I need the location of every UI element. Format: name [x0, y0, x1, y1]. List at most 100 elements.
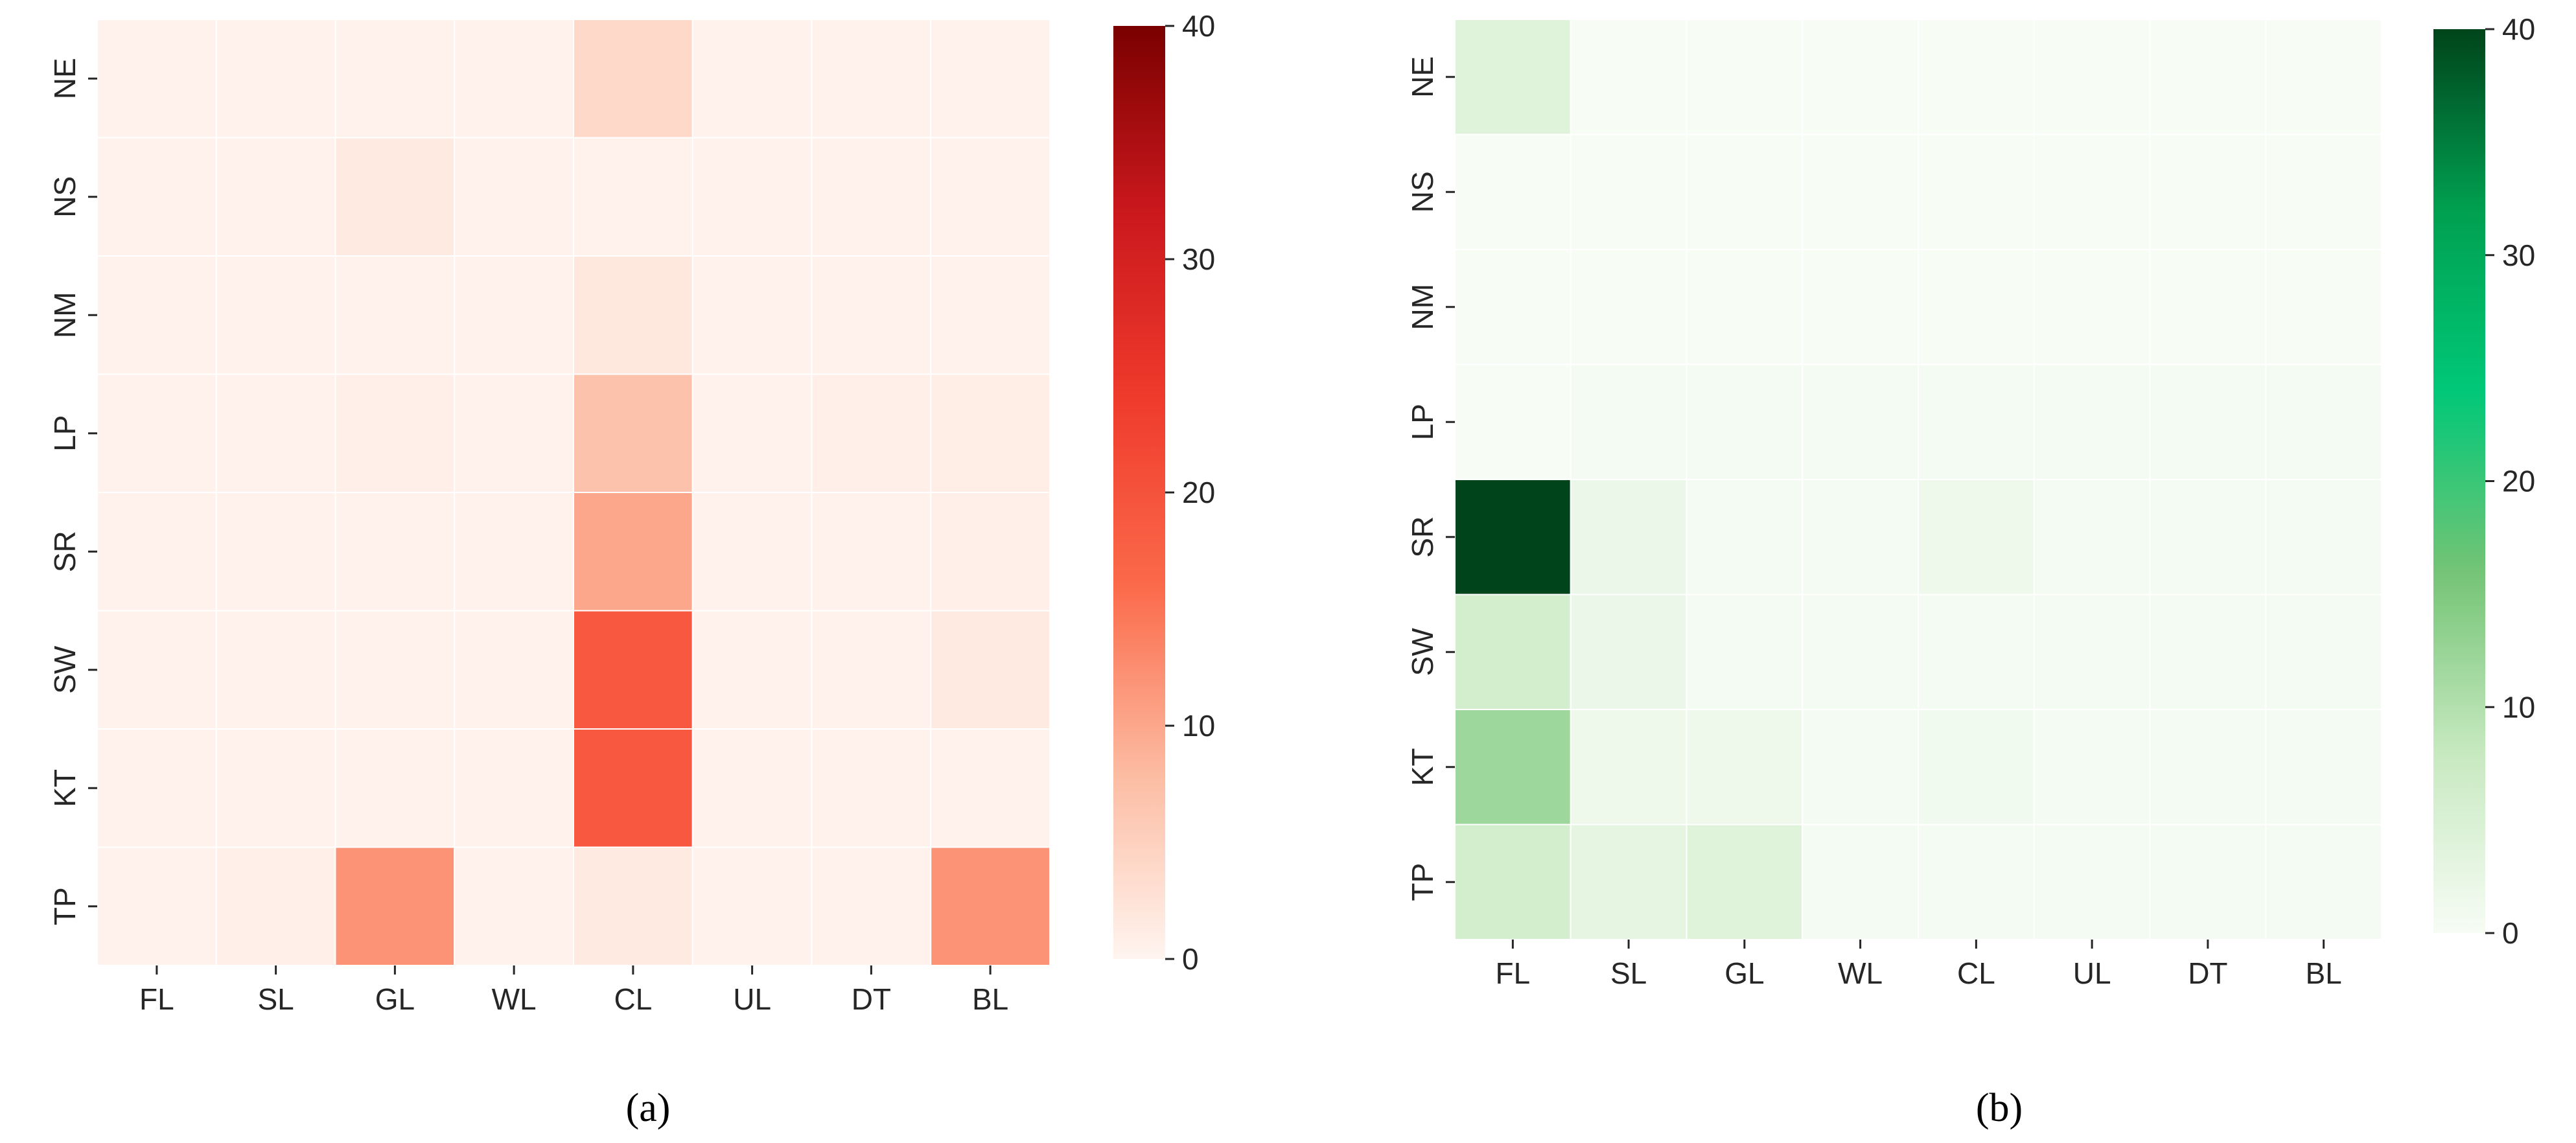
heatmap-cell-NE-UL — [691, 19, 813, 139]
heatmap-cell-NS-GL — [334, 137, 456, 257]
heatmap-cell-SW-CL — [573, 610, 693, 730]
heatmap-cell-NE-GL — [334, 19, 456, 139]
heatmap-cell-NS-UL — [2033, 133, 2151, 250]
heatmap-cell-SR-GL — [334, 492, 456, 612]
heatmap-cell-NS-WL — [454, 137, 574, 257]
heatmap-cell-NM-DT — [2149, 249, 2267, 365]
heatmap-cell-KT-UL — [691, 728, 813, 848]
heatmap-cell-SW-WL — [1802, 594, 1919, 710]
heatmap-cell-NE-BL — [2265, 19, 2382, 135]
caption-a: (a) — [626, 1086, 671, 1130]
heatmap-cell-KT-FL — [1454, 709, 1572, 826]
heatmap-cell-SR-BL — [930, 492, 1050, 612]
heatmap-cell-LP-SL — [1570, 364, 1688, 480]
y-tick-label: SW — [48, 645, 82, 694]
colorbar-tick-label: 0 — [2502, 916, 2519, 950]
colorbar-tick-label: 20 — [2502, 465, 2535, 498]
heatmap-cell-NM-UL — [691, 255, 813, 375]
heatmap-cell-NS-GL — [1686, 133, 1804, 250]
heatmap-cell-LP-GL — [1686, 364, 1804, 480]
caption-b: (b) — [1976, 1086, 2023, 1130]
heatmap-cell-TP-CL — [573, 846, 693, 966]
heatmap-cell-NS-FL — [1454, 133, 1572, 250]
x-tick-label: UL — [2073, 956, 2111, 990]
heatmap-cell-TP-WL — [1802, 824, 1919, 940]
heatmap-cell-TP-SL — [215, 846, 336, 966]
heatmap-cell-LP-WL — [1802, 364, 1919, 480]
heatmap-cell-SW-GL — [334, 610, 456, 730]
x-tick-label: SL — [257, 982, 294, 1016]
heatmap-cell-NE-SL — [1570, 19, 1688, 135]
heatmap-cell-NS-BL — [2265, 133, 2382, 250]
heatmap-cell-NM-FL — [1454, 249, 1572, 365]
x-tick-label: SL — [1610, 956, 1647, 990]
heatmap-cell-NM-DT — [811, 255, 932, 375]
heatmap-cell-NM-UL — [2033, 249, 2151, 365]
heatmap-cell-NE-BL — [930, 19, 1050, 139]
heatmap-cell-NM-CL — [1918, 249, 2035, 365]
colorbar-tick-label: 40 — [1182, 9, 1215, 43]
x-tick-label: GL — [1724, 956, 1764, 990]
y-tick-label: NE — [1406, 56, 1439, 98]
heatmap-cell-SW-DT — [811, 610, 932, 730]
heatmap-cell-SR-CL — [573, 492, 693, 612]
heatmap-cell-KT-UL — [2033, 709, 2151, 826]
heatmap-cell-TP-FL — [97, 846, 217, 966]
heatmap-cell-SW-UL — [691, 610, 813, 730]
heatmap-cell-SR-WL — [1802, 479, 1919, 595]
heatmap-cell-SW-BL — [2265, 594, 2382, 710]
heatmap-cell-NM-GL — [334, 255, 456, 375]
heatmap-cell-LP-CL — [573, 373, 693, 493]
y-tick-label: SR — [1406, 516, 1439, 558]
heatmap-cell-LP-CL — [1918, 364, 2035, 480]
heatmap-cell-TP-CL — [1918, 824, 2035, 940]
colorbar-tick-label: 10 — [2502, 690, 2535, 724]
heatmap-cell-NE-DT — [2149, 19, 2267, 135]
y-tick-label: KT — [1406, 748, 1439, 786]
heatmap-cell-NS-CL — [573, 137, 693, 257]
heatmap-cell-TP-SL — [1570, 824, 1688, 940]
heatmap-cell-NM-BL — [2265, 249, 2382, 365]
colorbar — [1113, 26, 1165, 959]
x-tick-label: BL — [972, 982, 1008, 1016]
heatmap-cell-SR-DT — [2149, 479, 2267, 595]
heatmap-cell-TP-BL — [930, 846, 1050, 966]
heatmap-cell-SR-SL — [1570, 479, 1688, 595]
heatmap-cell-SW-FL — [1454, 594, 1572, 710]
heatmap-cell-KT-GL — [1686, 709, 1804, 826]
heatmap-cell-TP-UL — [2033, 824, 2151, 940]
heatmap-cell-TP-BL — [2265, 824, 2382, 940]
heatmap-cell-LP-UL — [691, 373, 813, 493]
heatmap-cell-NE-GL — [1686, 19, 1804, 135]
heatmap-cell-NM-WL — [1802, 249, 1919, 365]
heatmap-cell-NE-SL — [215, 19, 336, 139]
heatmap-cell-SR-DT — [811, 492, 932, 612]
heatmap-cell-SW-FL — [97, 610, 217, 730]
y-tick-label: TP — [1406, 863, 1439, 901]
heatmap-cell-NM-SL — [215, 255, 336, 375]
heatmap-cell-SR-FL — [1454, 479, 1572, 595]
colorbar-tick-label: 40 — [2502, 12, 2535, 46]
y-tick-label: LP — [48, 415, 82, 452]
heatmap-panel-b: FL SL GL WL CL UL DT BL NE NS NM LP SR SW KT TP 0 10 20 30 4… — [1406, 12, 2535, 990]
heatmap-cell-NE-FL — [1454, 19, 1572, 135]
heatmap-cell-NM-CL — [573, 255, 693, 375]
heatmap-cell-SR-FL — [97, 492, 217, 612]
heatmap-cell-NE-CL — [573, 19, 693, 139]
x-tick-label: BL — [2305, 956, 2341, 990]
x-tick-label: CL — [1957, 956, 1995, 990]
heatmap-cell-SW-UL — [2033, 594, 2151, 710]
heatmap-cell-LP-FL — [1454, 364, 1572, 480]
y-tick-label: NM — [1406, 284, 1439, 330]
heatmap-cell-KT-CL — [573, 728, 693, 848]
heatmap-cell-NS-WL — [1802, 133, 1919, 250]
heatmap-cell-SW-BL — [930, 610, 1050, 730]
heatmap-cell-LP-FL — [97, 373, 217, 493]
heatmap-cell-KT-WL — [1802, 709, 1919, 826]
x-tick-label: CL — [614, 982, 652, 1016]
heatmap-cell-SW-SL — [215, 610, 336, 730]
heatmap-cell-TP-FL — [1454, 824, 1572, 940]
y-tick-label: SW — [1406, 628, 1439, 676]
heatmap-cell-NM-GL — [1686, 249, 1804, 365]
